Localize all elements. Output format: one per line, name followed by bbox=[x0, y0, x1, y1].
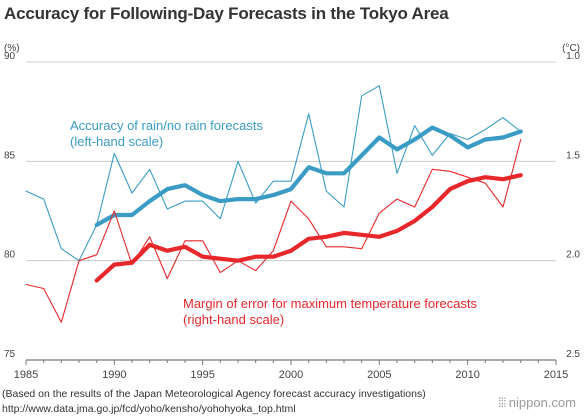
series-annotation-line1: Accuracy of rain/no rain forecasts bbox=[70, 118, 263, 133]
y-left-unit-label: (%) bbox=[4, 43, 20, 54]
y-right-unit-label: (°C) bbox=[562, 43, 580, 54]
chart-area: 75 80 85 90 1.0 1.5 2.0 2.5 (%) (°C) 1985 1990 1995 2… bbox=[4, 43, 580, 381]
series-line-0 bbox=[25, 85, 522, 262]
y-right-tick-label: 1.5 bbox=[566, 150, 580, 161]
series-line-2 bbox=[25, 138, 522, 323]
series-annotation-line1: Margin of error for maximum temperature … bbox=[183, 296, 478, 311]
x-tick-label: 2005 bbox=[367, 369, 391, 381]
y-right-tick-label: 2.0 bbox=[566, 250, 580, 261]
chart-title: Accuracy for Following-Day Forecasts in … bbox=[4, 4, 449, 23]
x-tick-label: 1995 bbox=[190, 369, 214, 381]
y-left-tick-label: 90 bbox=[4, 51, 16, 62]
series-annotation-line2: (right-hand scale) bbox=[183, 312, 284, 327]
series-line-1 bbox=[94, 125, 523, 227]
y-right-tick-label: 1.0 bbox=[566, 51, 580, 62]
y-right-tick-label: 2.5 bbox=[566, 349, 580, 360]
credit-label: nippon.com bbox=[508, 395, 576, 410]
x-tick-label: 1985 bbox=[14, 369, 38, 381]
x-tick-label: 1990 bbox=[102, 369, 126, 381]
logo-dots-icon: ⁞⁞⁞ bbox=[497, 395, 507, 410]
y-left-tick-label: 80 bbox=[4, 250, 16, 261]
x-tick-label: 2010 bbox=[455, 369, 479, 381]
y-left-tick-label: 85 bbox=[4, 150, 16, 161]
source-note: (Based on the results of the Japan Meteo… bbox=[2, 388, 426, 400]
x-tick-label: 2000 bbox=[279, 369, 303, 381]
x-tick-label: 2015 bbox=[544, 369, 568, 381]
series-line-3 bbox=[94, 173, 523, 283]
series-annotation-line2: (left-hand scale) bbox=[70, 134, 163, 149]
source-url[interactable]: http://www.data.jma.go.jp/fcd/yoho/kensh… bbox=[2, 403, 296, 415]
y-left-tick-label: 75 bbox=[4, 349, 16, 360]
publisher-credit: ⁞⁞⁞ nippon.com bbox=[498, 395, 576, 410]
